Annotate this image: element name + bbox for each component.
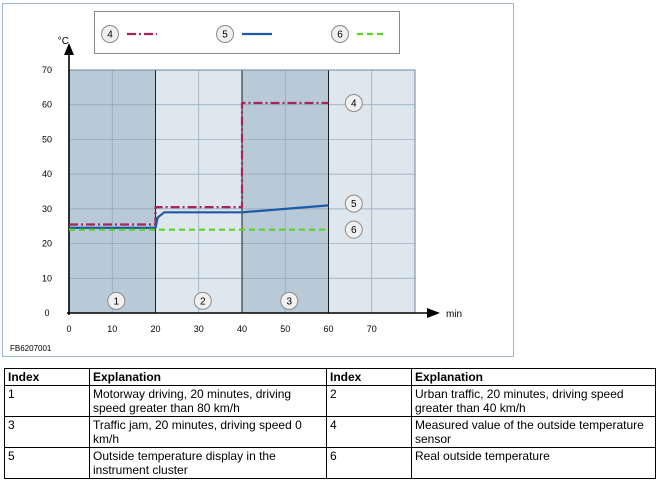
header-index-2: Index	[326, 368, 412, 386]
legend-badge-4-label: 4	[107, 30, 113, 41]
y-tick-label: 10	[42, 273, 52, 283]
index-explanation-table: Index Explanation Index Explanation 1 Mo…	[4, 368, 656, 479]
series-badge-4-circle	[344, 93, 363, 112]
explanation-cell: Real outside temperature	[411, 447, 656, 479]
legend-badge-4-circle	[101, 25, 119, 43]
series-line-4	[69, 101, 329, 226]
x-axis-arrow	[427, 308, 440, 318]
y-tick-label: 60	[42, 100, 52, 110]
zone-badge-2-circle	[193, 291, 212, 310]
index-cell: 3	[4, 416, 90, 448]
index-cell: 4	[326, 416, 412, 448]
legend-badge-5-circle	[216, 25, 234, 43]
y-tick-label: 30	[42, 204, 52, 214]
explanation-cell: Urban traffic, 20 minutes, driving speed…	[411, 385, 656, 417]
series-badge-4-label: 4	[351, 98, 357, 109]
legend-badge-6-circle	[331, 25, 349, 43]
index-cell: 1	[4, 385, 90, 417]
legend-box	[94, 11, 400, 54]
y-tick-label: 50	[42, 134, 52, 144]
temperature-chart-figure: 4 5 6 1 2 3 0 10 20 30 40 50 60 70 0 10 20 30 40 50 60 70 min °…	[2, 3, 514, 357]
zone-badge-1-label: 1	[113, 296, 119, 307]
series-badge-6-circle	[344, 220, 363, 239]
explanation-cell: Outside temperature display in the instr…	[89, 447, 327, 479]
x-tick-label: 50	[280, 324, 290, 334]
series-badge-5-circle	[344, 194, 363, 213]
table-row: 1 Motorway driving, 20 minutes, driving …	[4, 385, 656, 417]
x-tick-label: 0	[66, 324, 71, 334]
series-badge-5-label: 5	[351, 199, 357, 210]
table-header-row: Index Explanation Index Explanation	[4, 368, 656, 386]
index-cell: 5	[4, 447, 90, 479]
y-axis-label: °C	[58, 36, 69, 47]
figure-code: FB6207001	[10, 344, 52, 353]
x-tick-label: 70	[367, 324, 377, 334]
header-index-1: Index	[4, 368, 90, 386]
explanation-cell: Measured value of the outside temperatur…	[411, 416, 656, 448]
header-explanation-2: Explanation	[411, 368, 656, 386]
y-tick-label: 40	[42, 169, 52, 179]
legend-badge-5-label: 5	[222, 30, 228, 41]
y-axis-arrow	[64, 43, 74, 55]
table-row: 5 Outside temperature display in the ins…	[4, 447, 656, 479]
zone-badge-2-label: 2	[200, 296, 206, 307]
series-badge-6-label: 6	[351, 225, 357, 236]
explanation-cell: Traffic jam, 20 minutes, driving speed 0…	[89, 416, 327, 448]
zone-badge-3-label: 3	[286, 296, 292, 307]
table-row: 3 Traffic jam, 20 minutes, driving speed…	[4, 416, 656, 448]
zone-badge-1-circle	[107, 291, 126, 310]
y-tick-label: 20	[42, 239, 52, 249]
x-tick-label: 60	[323, 324, 333, 334]
x-tick-label: 10	[107, 324, 117, 334]
y-tick-label: 0	[44, 308, 49, 318]
zone-badge-3-circle	[280, 291, 299, 310]
x-tick-label: 30	[194, 324, 204, 334]
x-tick-label: 20	[150, 324, 160, 334]
x-axis-label: min	[446, 309, 462, 320]
index-cell: 2	[326, 385, 412, 417]
explanation-cell: Motorway driving, 20 minutes, driving sp…	[89, 385, 327, 417]
header-explanation-1: Explanation	[89, 368, 327, 386]
index-cell: 6	[326, 447, 412, 479]
y-tick-label: 70	[42, 65, 52, 75]
series-line-5	[69, 204, 329, 229]
x-tick-label: 40	[237, 324, 247, 334]
legend-badge-6-label: 6	[337, 30, 343, 41]
